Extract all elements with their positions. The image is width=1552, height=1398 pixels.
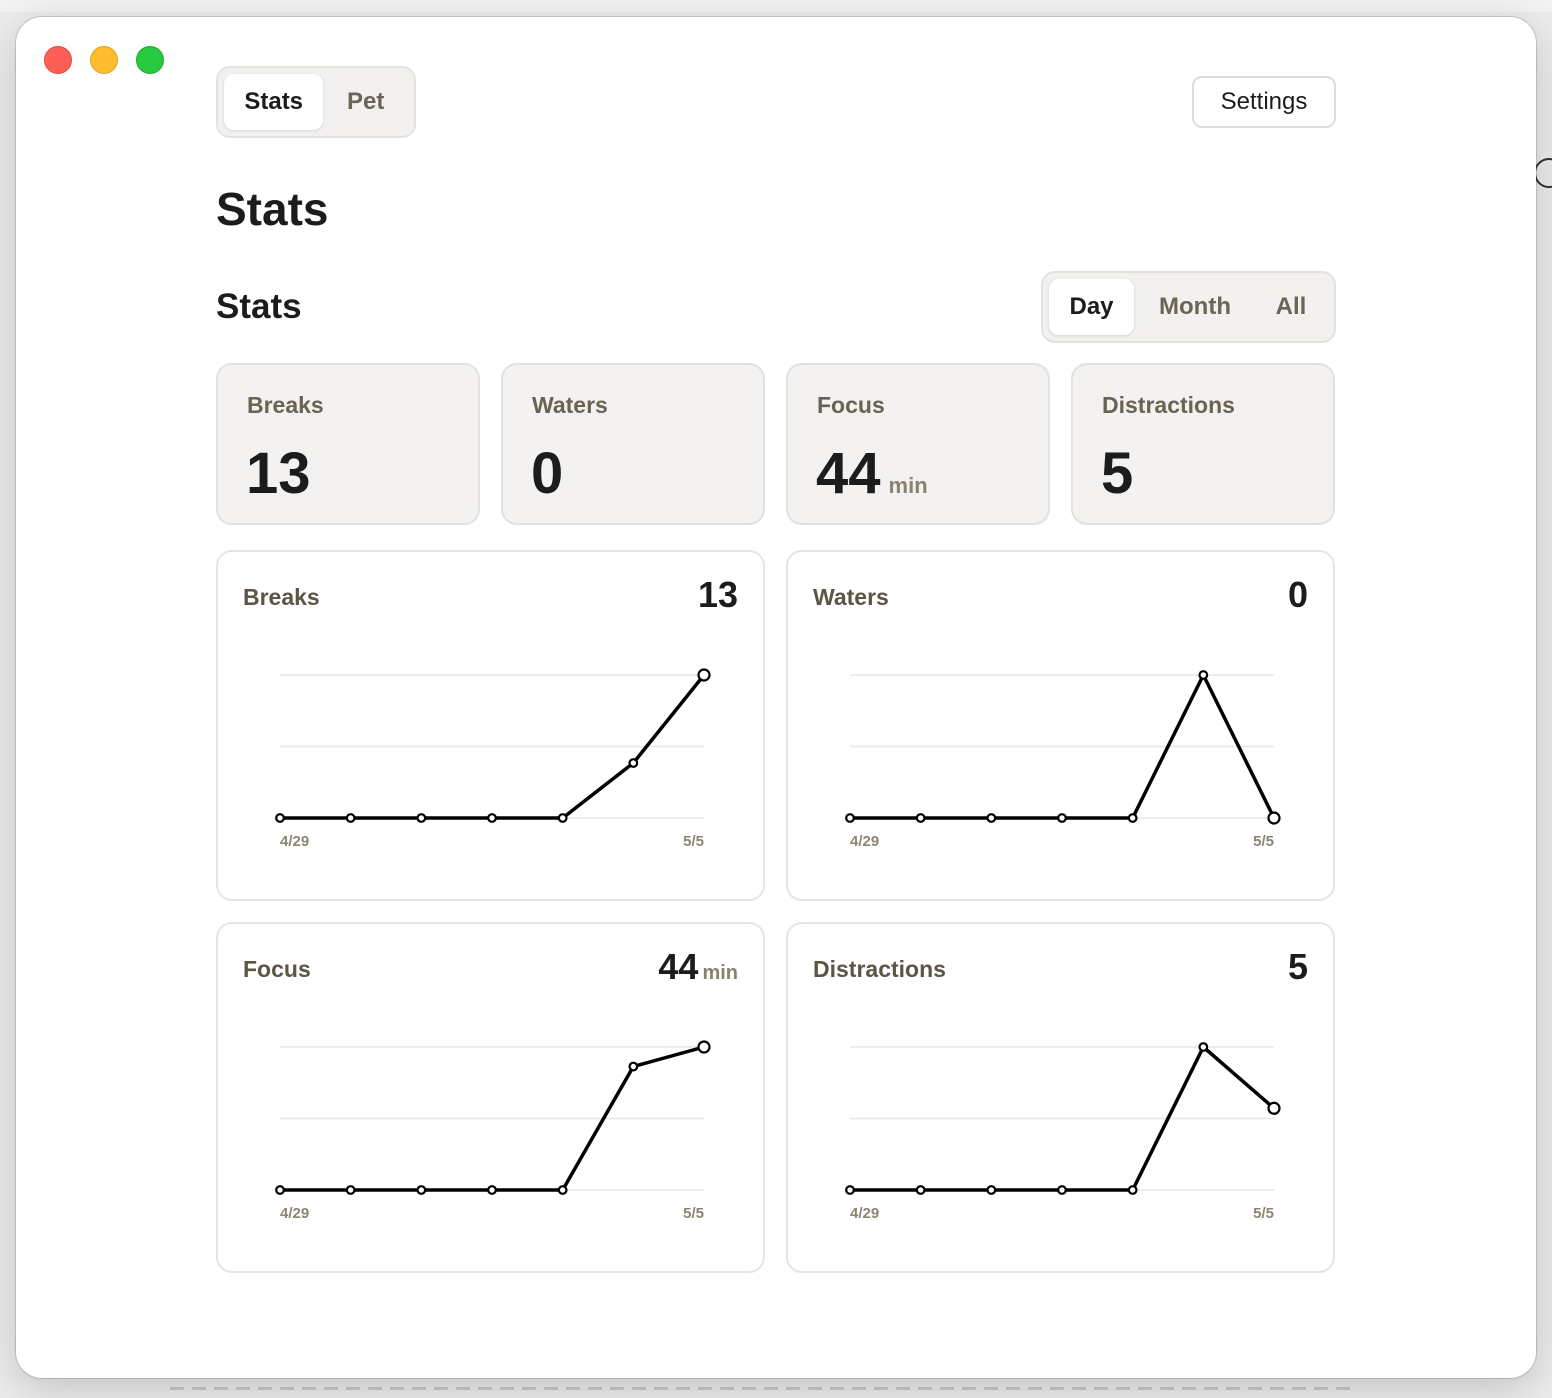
- data-point: [487, 813, 497, 823]
- data-point: [986, 1185, 997, 1195]
- stat-unit: min: [888, 473, 928, 498]
- chart-card-distractions: Distractions 5 4/29 5/5: [786, 922, 1335, 1273]
- data-point: [416, 1185, 427, 1195]
- data-point: [1198, 670, 1209, 680]
- data-point: [487, 1185, 497, 1195]
- data-point: [915, 813, 926, 823]
- data-point: [986, 813, 997, 823]
- data-point: [697, 1040, 711, 1054]
- tab-pet[interactable]: Pet: [347, 88, 385, 115]
- stat-value: 0: [531, 441, 564, 506]
- background-strip: [0, 0, 1552, 12]
- stat-card-focus: Focus 44 min: [786, 363, 1050, 525]
- chart-card-focus: Focus 44 min 4/29 5/5: [216, 922, 765, 1273]
- stat-label: Breaks: [247, 392, 324, 418]
- tab-stats[interactable]: Stats: [224, 74, 324, 130]
- maximize-window-button[interactable]: [136, 46, 164, 74]
- chart-value: 5: [1287, 946, 1308, 987]
- waters-line-chart: 4/29 5/5: [845, 670, 1281, 850]
- stat-label: Distractions: [1102, 392, 1235, 418]
- data-point: [845, 1185, 855, 1195]
- chart-value: 0: [1287, 574, 1308, 615]
- x-tick-label: 5/5: [683, 833, 704, 850]
- data-point: [1198, 1042, 1209, 1052]
- chart-value: 13: [697, 574, 738, 615]
- range-all[interactable]: All: [1275, 293, 1307, 320]
- data-point: [1127, 813, 1138, 823]
- stat-card-waters: Waters 0: [501, 363, 765, 525]
- range-selector: Day Month All: [1041, 271, 1336, 343]
- data-point: [628, 1061, 639, 1072]
- data-point: [275, 1185, 285, 1195]
- chart-label: Distractions: [813, 956, 946, 982]
- data-point: [628, 758, 639, 768]
- data-point: [345, 1185, 356, 1195]
- data-point: [1127, 1185, 1138, 1195]
- close-window-button[interactable]: [44, 46, 72, 74]
- x-tick-label: 5/5: [1253, 1205, 1274, 1222]
- x-tick-label: 4/29: [280, 1205, 309, 1222]
- data-point: [697, 668, 711, 682]
- data-point: [915, 1185, 926, 1195]
- chart-value: 44 min: [658, 946, 738, 987]
- section-title: Stats: [216, 287, 302, 326]
- data-point: [1057, 813, 1067, 823]
- app-window: Stats Pet Settings Stats Stats Day Month…: [16, 17, 1536, 1378]
- data-point: [275, 813, 285, 823]
- range-month[interactable]: Month: [1159, 293, 1231, 320]
- distractions-line-chart: 4/29 5/5: [845, 1042, 1281, 1222]
- x-tick-label: 4/29: [850, 833, 879, 850]
- data-point: [845, 813, 855, 823]
- breaks-line-chart: 4/29 5/5: [275, 668, 711, 850]
- chart-unit: min: [702, 962, 738, 984]
- chart-label: Focus: [243, 956, 311, 982]
- settings-button[interactable]: Settings: [1192, 76, 1336, 128]
- stat-label: Focus: [817, 392, 885, 418]
- data-point: [557, 813, 568, 823]
- x-tick-label: 5/5: [1253, 833, 1274, 850]
- data-point: [557, 1185, 568, 1195]
- data-point: [1267, 1101, 1281, 1115]
- data-point: [1267, 811, 1281, 825]
- focus-line-chart: 4/29 5/5: [275, 1040, 711, 1222]
- range-day[interactable]: Day: [1049, 279, 1134, 335]
- data-point: [1057, 1185, 1067, 1195]
- data-point: [416, 813, 427, 823]
- x-tick-label: 4/29: [280, 833, 309, 850]
- page-title: Stats: [216, 183, 329, 235]
- chart-label: Waters: [813, 584, 889, 610]
- chart-label: Breaks: [243, 584, 320, 610]
- x-tick-label: 5/5: [683, 1205, 704, 1222]
- chart-card-breaks: Breaks 13 4/29 5/5: [216, 550, 765, 901]
- stat-value: 5: [1101, 441, 1134, 506]
- stat-card-breaks: Breaks 13: [216, 363, 480, 525]
- data-point: [345, 813, 356, 823]
- stat-label: Waters: [532, 392, 608, 418]
- minimize-window-button[interactable]: [90, 46, 118, 74]
- stat-value: 13: [246, 441, 311, 506]
- stat-card-distractions: Distractions 5: [1071, 363, 1335, 525]
- background-dashes: [170, 1387, 1352, 1390]
- x-tick-label: 4/29: [850, 1205, 879, 1222]
- view-tabs: Stats Pet: [216, 66, 416, 138]
- chart-card-waters: Waters 0 4/29 5/5: [786, 550, 1335, 901]
- stat-value: 44 min: [816, 441, 928, 506]
